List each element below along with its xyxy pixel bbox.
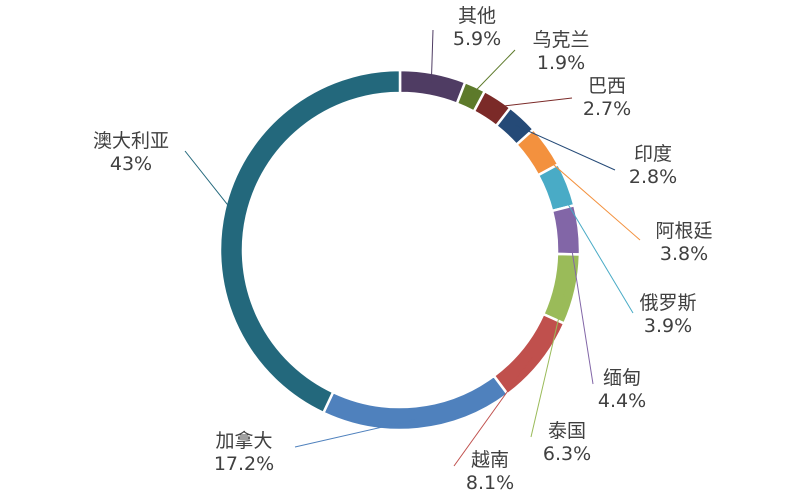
slice-value-label: 43%: [110, 153, 152, 175]
leader-line-2: [470, 49, 516, 96]
leader-line-4: [515, 124, 616, 171]
slice-name-label: 阿根廷: [655, 220, 712, 242]
slice-value-label: 8.1%: [466, 472, 514, 494]
slice-name-label: 加拿大: [215, 429, 272, 452]
slice-name-label: 越南: [471, 449, 509, 471]
slice-9: [492, 312, 566, 397]
leader-line-9: [453, 355, 534, 467]
slice-1: [398, 68, 467, 106]
leader-line-5: [538, 151, 641, 241]
slice-name-label: 乌克兰: [532, 29, 589, 51]
slice-value-label: 2.8%: [629, 166, 677, 188]
leader-line-6: [557, 187, 634, 314]
slice-name-label: 俄罗斯: [639, 292, 696, 314]
slice-value-label: 3.9%: [644, 315, 692, 337]
leader-line-10: [294, 418, 418, 448]
slice-6: [536, 162, 576, 213]
slice-value-label: 6.3%: [543, 443, 591, 465]
slice-name-label: 缅甸: [603, 367, 641, 389]
leader-line-1: [430, 29, 434, 83]
slice-value-label: 3.8%: [660, 243, 708, 265]
slice-name-label: 澳大利亚: [93, 130, 169, 152]
slice-value-label: 4.4%: [598, 390, 646, 412]
leader-line-3: [492, 97, 573, 108]
slice-7: [550, 203, 582, 256]
slice-name-label: 巴西: [588, 75, 626, 97]
slice-value-label: 17.2%: [214, 453, 274, 475]
leader-line-11: [184, 150, 235, 214]
donut-slices: [218, 68, 582, 432]
leader-lines: [184, 29, 641, 467]
slice-name-label: 印度: [634, 143, 672, 165]
slice-name-label: 其他: [458, 5, 496, 27]
slice-value-label: 1.9%: [537, 52, 585, 74]
slice-10: [321, 374, 510, 432]
leader-line-7: [568, 230, 594, 385]
slice-name-label: 泰国: [548, 420, 586, 442]
leader-line-8: [530, 287, 567, 438]
slice-11: [218, 68, 402, 415]
slice-value-label: 2.7%: [583, 98, 631, 120]
slice-value-label: 5.9%: [453, 28, 501, 50]
